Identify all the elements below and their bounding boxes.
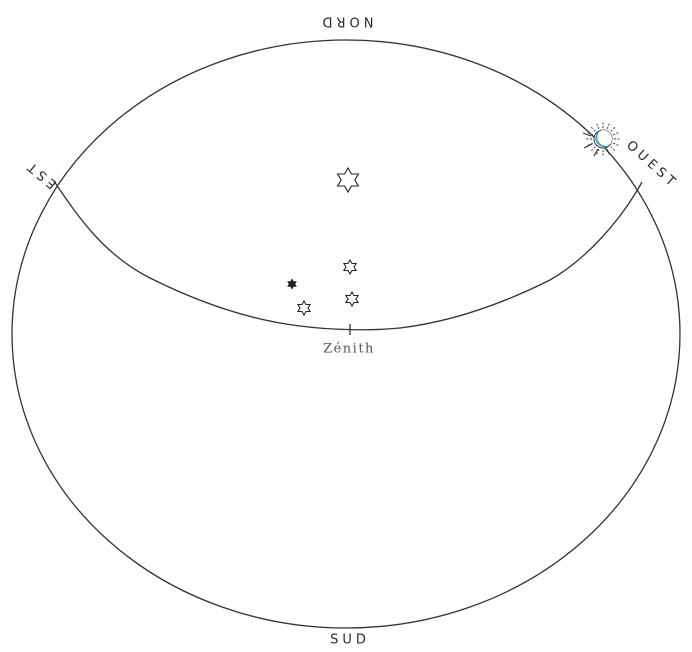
label-west: OUEST [623,138,681,192]
ecliptic-arc [53,180,643,331]
svg-text:EST: EST [22,157,60,192]
label-east: EST [22,157,60,192]
star-small [287,278,297,290]
star-upper [342,258,358,276]
zenith-label: Zénith [323,342,375,357]
moon-icon [582,121,621,157]
svg-text:SUD: SUD [330,633,370,648]
star-large [336,166,360,194]
star-left [296,299,312,317]
star-right [344,290,360,308]
label-south: SUD [330,633,370,648]
label-north: NORD [319,14,374,29]
svg-text:OUEST: OUEST [623,138,681,192]
horizon-circle [11,39,681,629]
svg-text:NORD: NORD [319,14,374,29]
